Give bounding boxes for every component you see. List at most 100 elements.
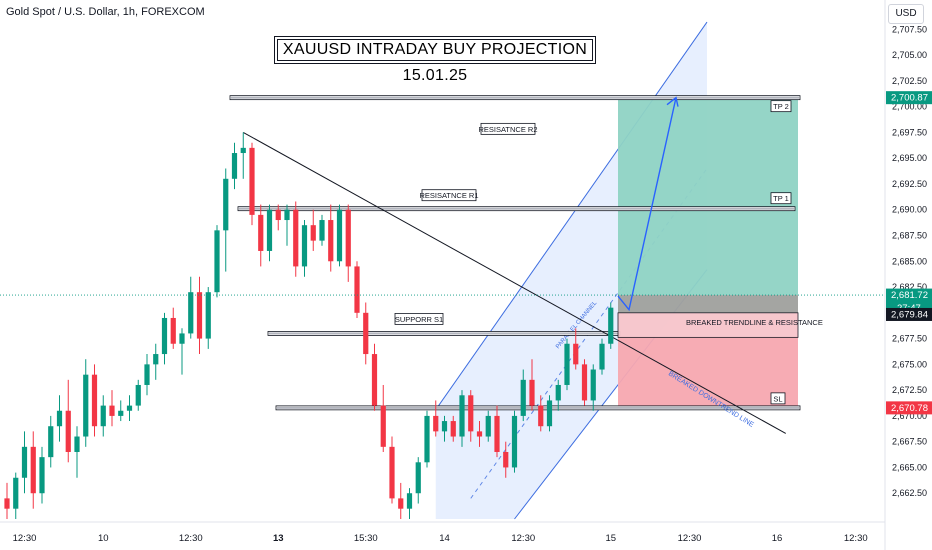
- chart-title-text: XAUUSD INTRADAY BUY PROJECTION 15.01.25: [282, 41, 588, 84]
- candle-body: [511, 415, 518, 468]
- y-tick-label: 2,662.50: [892, 488, 927, 498]
- candle-body: [240, 147, 246, 154]
- candle-body: [21, 446, 28, 478]
- sl-level-bar-inner: [277, 406, 799, 409]
- candle-body: [205, 292, 211, 339]
- candle-body: [389, 446, 395, 499]
- channel-upper-line: [435, 21, 708, 411]
- y-tick-label: 2,697.50: [892, 127, 927, 137]
- candle-body: [275, 209, 281, 221]
- candle-body: [599, 343, 605, 370]
- candle-body: [91, 374, 98, 427]
- candle-body: [30, 446, 36, 494]
- y-tick-label: 2,667.50: [892, 437, 927, 447]
- y-tick-label: 2,692.50: [892, 179, 927, 189]
- breaked-trendline-box: [617, 312, 799, 338]
- tp2-level-bar-inner: [231, 96, 799, 99]
- candle-body: [406, 493, 413, 509]
- tp2-label-box: [770, 100, 792, 113]
- candle-body: [546, 400, 553, 427]
- candle-body: [170, 317, 176, 344]
- candle-body: [398, 498, 404, 509]
- x-tick-label: 12:30: [179, 533, 203, 544]
- candle-body: [415, 462, 421, 494]
- y-tick-label: 2,705.00: [892, 50, 927, 60]
- candle-body: [258, 214, 264, 251]
- price-label: 2,679.84: [891, 309, 928, 320]
- resistance-r1-bar-inner: [239, 207, 794, 210]
- candle-body: [214, 230, 220, 293]
- candle-body: [555, 384, 561, 401]
- y-tick-label: 2,690.00: [892, 205, 927, 215]
- projection-arrowhead: [666, 96, 679, 107]
- x-tick-label: 12:30: [13, 533, 37, 544]
- candle-body: [459, 395, 465, 437]
- entry-band: [618, 295, 798, 313]
- price-label: 2,681.72: [891, 290, 928, 301]
- candle-body: [590, 369, 596, 401]
- candle-body: [354, 266, 360, 313]
- candle-body: [345, 209, 351, 267]
- candle-body: [450, 421, 456, 437]
- symbol-title: Gold Spot / U.S. Dollar, 1h, FOREXCOM: [6, 6, 205, 18]
- candle-body: [310, 225, 316, 241]
- y-tick-label: 2,695.00: [892, 153, 927, 163]
- y-tick-label: 2,670.00: [892, 411, 927, 421]
- candle-body: [485, 415, 491, 437]
- candle-body: [13, 477, 19, 509]
- candle-body: [153, 354, 159, 365]
- candle-body: [441, 421, 448, 432]
- candle-body: [65, 410, 71, 452]
- price-label: 2,700.87: [891, 93, 928, 104]
- candle-body: [301, 225, 308, 267]
- tp2-label: TP 2: [773, 102, 789, 111]
- currency-button[interactable]: USD: [888, 4, 924, 24]
- candle-body: [503, 451, 509, 468]
- x-tick-label: 10: [98, 533, 109, 544]
- candle-body: [249, 147, 255, 215]
- x-tick-label: 15: [605, 533, 616, 544]
- breaked-trendline-label: BREAKED TRENDLINE & RESISTANCE: [686, 318, 823, 327]
- candle-body: [328, 220, 334, 262]
- candle-body: [371, 354, 378, 406]
- resistance-r1-label: RESISATNCE R1: [419, 191, 478, 200]
- candle-body: [126, 405, 133, 411]
- tp1-label: TP 1: [773, 194, 789, 203]
- y-tick-label: 2,687.50: [892, 230, 927, 240]
- x-tick-label: 13: [273, 533, 284, 544]
- chart-title: XAUUSD INTRADAY BUY PROJECTION 15.01.25: [274, 36, 596, 84]
- sl-label: SL: [773, 394, 782, 403]
- y-tick-label: 2,677.50: [892, 334, 927, 344]
- x-tick-label: 14: [439, 533, 450, 544]
- support-s1-label-box: [394, 313, 444, 325]
- y-tick-label: 2,707.50: [892, 24, 927, 34]
- candle-body: [468, 395, 474, 432]
- x-tick-label: 15:30: [354, 533, 378, 544]
- candle-body: [223, 178, 229, 231]
- x-tick-label: 12:30: [844, 533, 868, 544]
- candle-body: [135, 384, 141, 406]
- candle-body: [196, 292, 203, 339]
- candle-body: [144, 364, 150, 385]
- take-profit-zone: [618, 97, 798, 296]
- candle-body: [564, 343, 570, 385]
- projection-path: [617, 97, 677, 312]
- candle-body: [83, 374, 89, 437]
- candle-body: [161, 317, 168, 355]
- candle-body: [4, 498, 10, 509]
- candle-body: [319, 220, 325, 241]
- support-s1-label: SUPPORR S1: [395, 315, 443, 324]
- y-tick-label: 2,675.00: [892, 359, 927, 369]
- candle-body: [538, 405, 544, 427]
- y-tick-label: 2,682.50: [892, 282, 927, 292]
- resistance-r2-label: RESISATNCE R2: [478, 125, 537, 134]
- candle-body: [179, 333, 185, 344]
- candle-body: [424, 415, 430, 463]
- y-tick-label: 2,685.00: [892, 256, 927, 266]
- candle-body: [74, 436, 80, 452]
- resistance-r2-label-box: [480, 122, 536, 135]
- chart-title-inner-border: [277, 39, 593, 61]
- candle-body: [39, 457, 45, 494]
- candle-body: [284, 209, 290, 221]
